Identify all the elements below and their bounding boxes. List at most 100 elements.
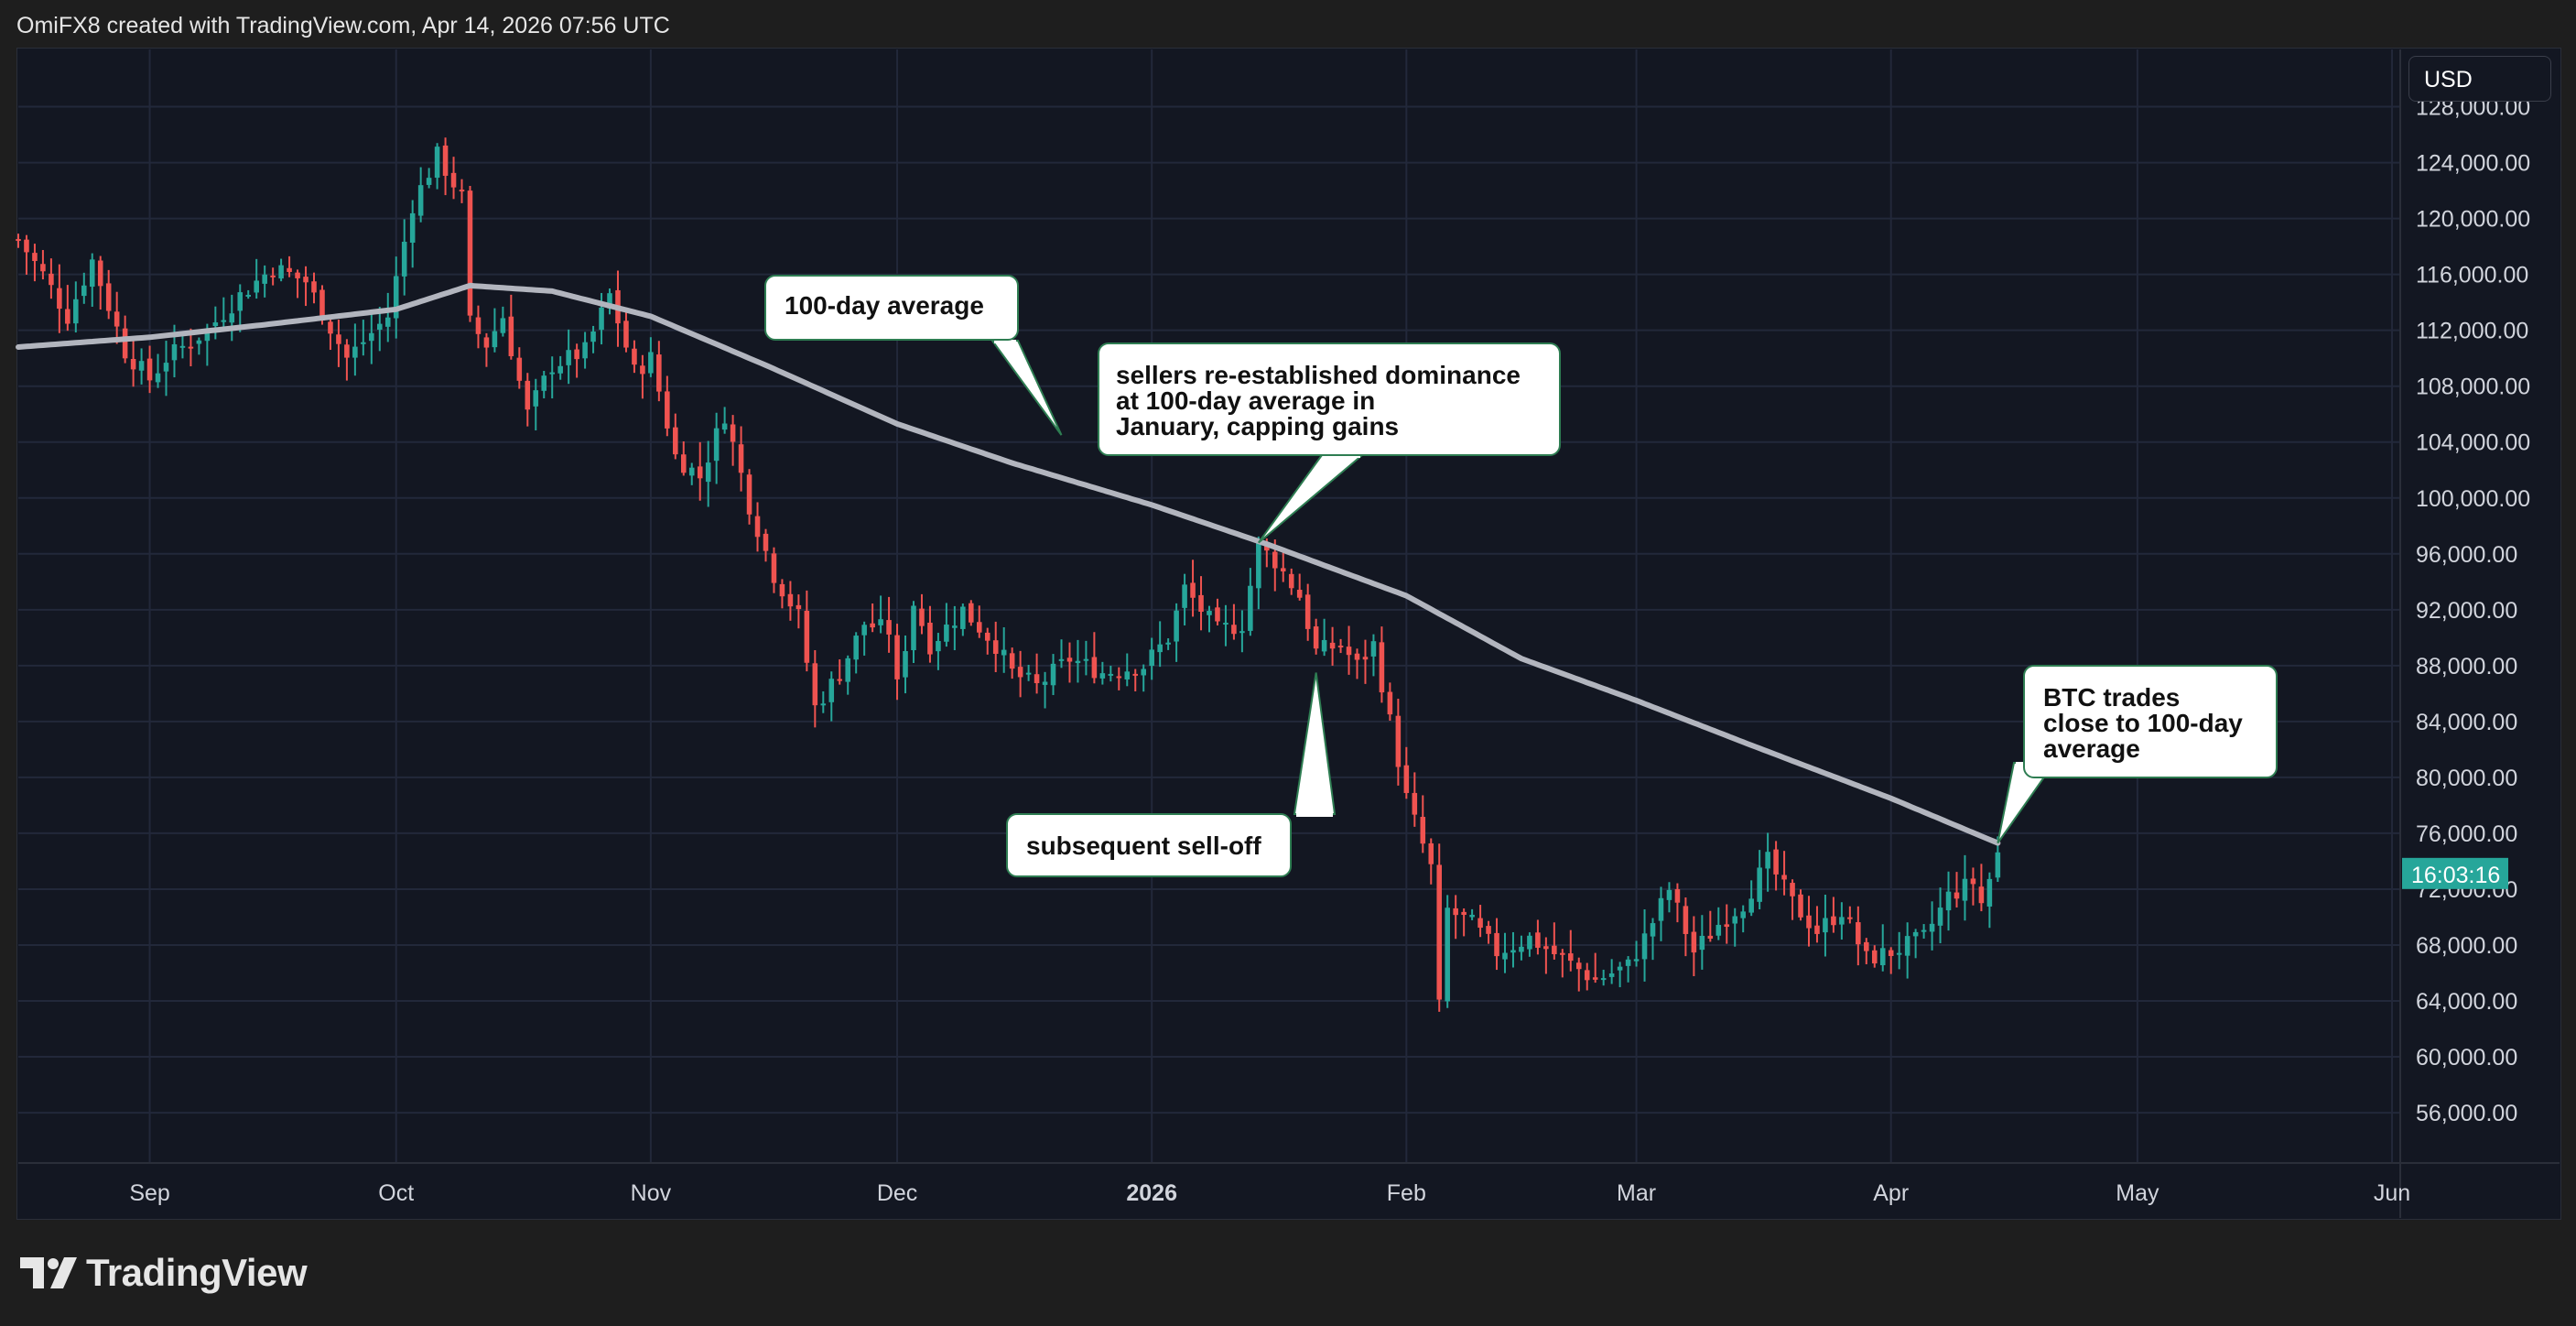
candle-body	[837, 679, 843, 681]
candle-body	[384, 317, 391, 327]
candle-body	[919, 608, 925, 626]
candle-body	[1091, 657, 1098, 679]
candle-body	[508, 316, 514, 356]
candle-body	[352, 346, 358, 358]
currency-button[interactable]: USD	[2408, 56, 2551, 102]
candle-body	[886, 620, 892, 635]
candle-body	[820, 703, 827, 706]
candle-body	[1879, 948, 1886, 966]
candle-body	[221, 320, 227, 322]
candle-body	[1543, 946, 1549, 950]
candle-body	[730, 424, 736, 442]
candle-body	[1871, 950, 1878, 964]
candle-body	[328, 321, 333, 334]
moving-average-line	[16, 282, 2001, 846]
candle-body	[878, 619, 883, 625]
y-tick-label: 68,000.00	[2416, 933, 2517, 959]
candle-body	[114, 311, 120, 327]
candle-body	[1207, 611, 1212, 615]
y-tick-label: 112,000.00	[2416, 319, 2528, 344]
candle-body	[1921, 929, 1927, 932]
candle-body	[89, 259, 95, 288]
annotation-leaders	[990, 340, 2056, 844]
candle-body	[1929, 923, 1935, 932]
candle-body	[705, 462, 711, 483]
candle-body	[1239, 631, 1245, 634]
candle-body	[557, 365, 563, 374]
candle-body	[1691, 931, 1697, 953]
candle-body	[1575, 962, 1582, 970]
candle-body	[516, 357, 523, 381]
candle-body	[1864, 941, 1869, 951]
candle-body	[409, 212, 416, 243]
candle-body	[1182, 584, 1187, 608]
candle-body	[138, 361, 145, 371]
candle-body	[754, 516, 761, 538]
candle-body	[1757, 867, 1762, 902]
candle-body	[1641, 933, 1648, 960]
annotation-sellers-line-1: sellers re-established dominance	[1116, 361, 1521, 389]
y-tick-label: 120,000.00	[2416, 207, 2530, 233]
candle-body	[1075, 660, 1081, 664]
candle-body	[311, 281, 317, 293]
x-tick-label: Nov	[631, 1180, 672, 1206]
candle-body	[500, 318, 506, 333]
candle-body	[1436, 864, 1443, 1000]
candle-body	[1486, 926, 1491, 934]
candle-body	[665, 391, 670, 429]
candle-body	[1666, 889, 1672, 900]
candle-body	[1617, 966, 1623, 971]
annotation-pointer	[1258, 454, 1365, 544]
candle-body	[1765, 852, 1770, 869]
candle-body	[1650, 923, 1656, 937]
candle-body	[229, 313, 235, 323]
candle-body	[1108, 673, 1114, 676]
candle-body	[566, 350, 571, 365]
candle-body	[262, 274, 267, 284]
candle-body	[1856, 922, 1861, 945]
candle-body	[287, 267, 292, 272]
candle-body	[1264, 545, 1270, 551]
candle-body	[171, 343, 178, 361]
candle-body	[32, 253, 38, 262]
candle-body	[944, 625, 949, 642]
y-tick-label: 92,000.00	[2416, 598, 2517, 624]
candle-body	[1888, 950, 1894, 956]
candle-body	[1519, 946, 1524, 952]
candle-body	[49, 273, 54, 286]
candle-body	[65, 309, 70, 324]
tradingview-logo[interactable]: TradingView	[20, 1251, 308, 1295]
x-axis: Sep Oct Nov Dec 2026 Feb Mar Apr May Jun	[129, 1180, 2410, 1206]
candle-body	[278, 265, 284, 279]
candle-body	[319, 289, 325, 321]
candle-body	[1568, 953, 1574, 962]
candle-body	[1042, 681, 1048, 685]
candle-body	[1962, 878, 1968, 901]
candle-body	[155, 373, 161, 383]
candle-body	[361, 342, 366, 344]
candle-body	[1099, 673, 1106, 679]
candle-body	[1321, 639, 1327, 652]
x-tick-label: Sep	[129, 1180, 169, 1206]
annotation-btc-line-3: average	[2043, 734, 2140, 763]
candle-body	[1510, 950, 1516, 953]
candle-body	[1502, 952, 1508, 960]
candle-body	[1707, 935, 1714, 940]
candle-body	[1165, 642, 1171, 645]
candle-body	[1083, 658, 1089, 661]
annotation-selloff-text: subsequent sell-off	[1026, 831, 1261, 860]
candle-body	[1814, 925, 1820, 934]
candle-body	[960, 606, 966, 629]
candle-body	[450, 172, 457, 188]
annotation-ma: 100-day average	[764, 275, 1019, 341]
last-price-tag: 16:03:16	[2402, 857, 2508, 889]
candle-body	[1798, 894, 1803, 918]
candle-body	[607, 293, 612, 309]
candle-body	[853, 636, 859, 660]
candle-body	[303, 277, 308, 283]
candle-body	[237, 292, 244, 311]
candle-body	[1198, 594, 1204, 613]
candle-body	[1839, 917, 1845, 925]
candle-body	[1954, 892, 1960, 899]
